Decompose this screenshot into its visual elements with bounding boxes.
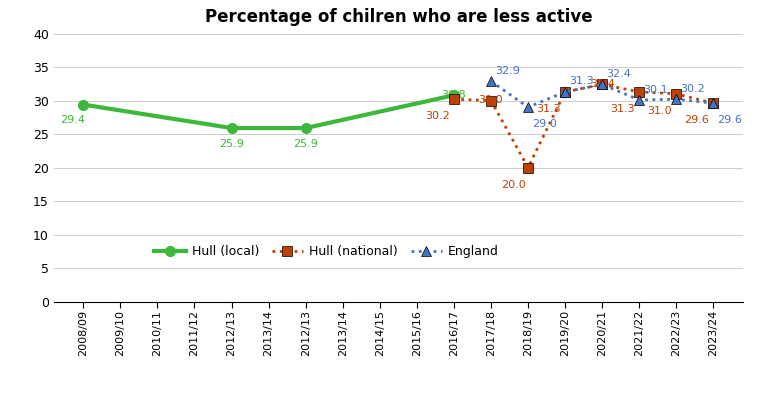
Text: 20.0: 20.0 — [501, 180, 525, 190]
England — [597, 82, 607, 87]
Line: Hull (local): Hull (local) — [78, 91, 459, 133]
Text: 29.4: 29.4 — [60, 115, 85, 125]
Text: 31.3: 31.3 — [611, 104, 635, 114]
Line: Hull (national): Hull (national) — [449, 80, 719, 173]
Hull (national) — [672, 91, 681, 96]
Hull (national) — [635, 89, 644, 94]
Hull (local) — [227, 126, 236, 131]
Text: 31.3: 31.3 — [569, 77, 594, 86]
Text: 30.0: 30.0 — [479, 95, 503, 105]
Text: 32.4: 32.4 — [607, 69, 631, 79]
Text: 31.0: 31.0 — [647, 106, 672, 116]
Text: 31.3: 31.3 — [536, 104, 561, 114]
Hull (national) — [486, 98, 496, 103]
Hull (national) — [709, 101, 718, 106]
Hull (national) — [561, 89, 570, 94]
England — [709, 101, 718, 106]
Line: England: England — [486, 76, 719, 112]
Text: 29.6: 29.6 — [718, 115, 742, 125]
England — [561, 89, 570, 94]
Text: 30.2: 30.2 — [681, 84, 705, 94]
Text: 29.6: 29.6 — [684, 115, 709, 125]
Text: 25.9: 25.9 — [219, 139, 244, 149]
Text: 30.8: 30.8 — [441, 90, 466, 100]
Hull (national) — [450, 97, 459, 102]
England — [635, 97, 644, 102]
England — [486, 79, 496, 84]
England — [523, 105, 532, 110]
Text: 30.1: 30.1 — [643, 85, 668, 95]
Hull (local) — [450, 93, 459, 98]
Legend: Hull (local), Hull (national), England: Hull (local), Hull (national), England — [149, 240, 504, 263]
Hull (national) — [523, 165, 532, 170]
Text: 30.2: 30.2 — [425, 111, 450, 121]
Title: Percentage of chilren who are less active: Percentage of chilren who are less activ… — [205, 8, 592, 26]
Hull (local) — [79, 102, 88, 107]
Hull (local) — [301, 126, 310, 131]
Text: 32.9: 32.9 — [496, 66, 520, 76]
Text: 32.4: 32.4 — [590, 79, 614, 89]
Hull (national) — [597, 82, 607, 87]
Text: 29.0: 29.0 — [532, 119, 557, 129]
England — [672, 97, 681, 102]
Text: 25.9: 25.9 — [293, 139, 318, 149]
